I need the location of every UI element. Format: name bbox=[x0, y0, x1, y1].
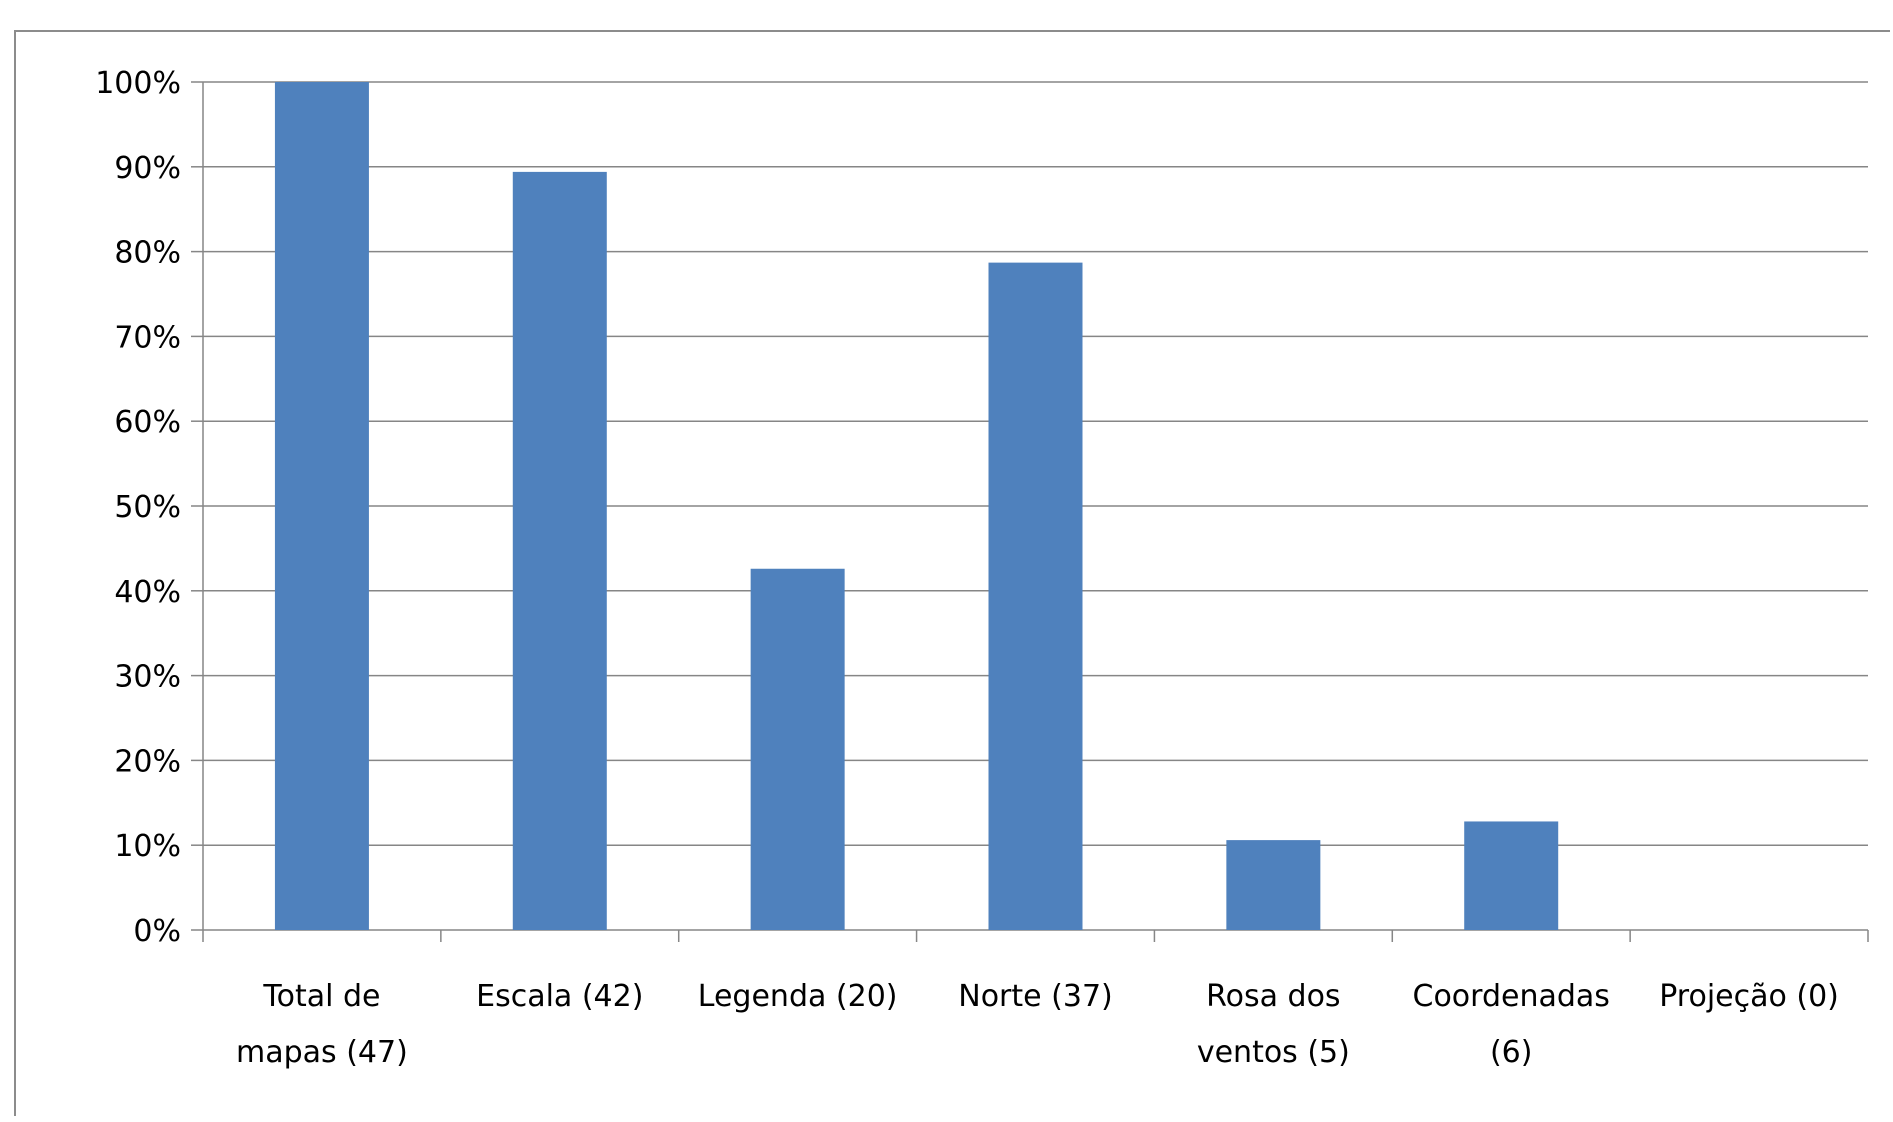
x-tick-label: mapas (47) bbox=[236, 1035, 408, 1070]
x-tick-label: Total de bbox=[262, 979, 380, 1014]
x-tick-label: Norte (37) bbox=[958, 979, 1112, 1014]
y-tick-label: 30% bbox=[114, 660, 181, 695]
y-tick-label: 70% bbox=[114, 320, 181, 355]
bar bbox=[1464, 821, 1559, 930]
bar bbox=[988, 262, 1083, 930]
x-tick-label: ventos (5) bbox=[1197, 1035, 1350, 1070]
x-tick-label: Projeção (0) bbox=[1659, 979, 1839, 1014]
x-tick-label: (6) bbox=[1490, 1035, 1533, 1070]
y-tick-label: 20% bbox=[114, 744, 181, 779]
y-tick-label: 90% bbox=[114, 151, 181, 186]
y-tick-label: 10% bbox=[114, 829, 181, 864]
x-tick-label: Legenda (20) bbox=[698, 979, 898, 1014]
x-tick-label: Rosa dos bbox=[1206, 979, 1340, 1014]
bar bbox=[750, 568, 845, 930]
y-tick-label: 40% bbox=[114, 575, 181, 610]
x-tick-label: Escala (42) bbox=[476, 979, 643, 1014]
bar bbox=[512, 171, 607, 930]
y-tick-label: 100% bbox=[95, 66, 181, 101]
y-tick-label: 50% bbox=[114, 490, 181, 525]
y-tick-label: 80% bbox=[114, 236, 181, 271]
x-tick-label: Coordenadas bbox=[1413, 979, 1610, 1014]
bar bbox=[274, 82, 369, 930]
bar-chart: 0% 10% 20% 30% 40% 50% 60% 70% 80% 90% 100% Total d… bbox=[95, 66, 1869, 1070]
chart-frame: 0% 10% 20% 30% 40% 50% 60% 70% 80% 90% 100% Total d… bbox=[14, 30, 1890, 1116]
bar bbox=[1226, 840, 1321, 930]
y-tick-label: 0% bbox=[133, 914, 181, 949]
y-tick-label: 60% bbox=[114, 405, 181, 440]
